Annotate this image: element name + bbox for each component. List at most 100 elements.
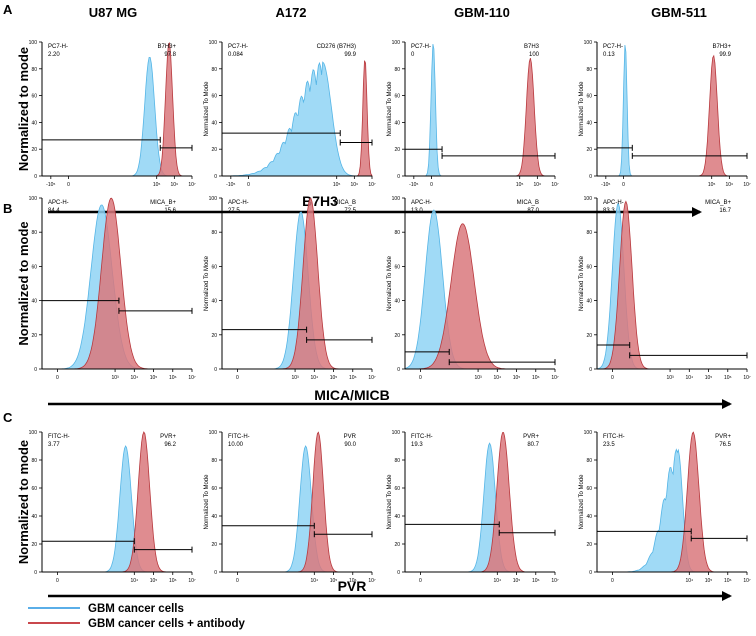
column-headers: U87 MG A172 GBM-110 GBM-511 <box>89 5 707 20</box>
histogram-plot: Normalized To Mode 0 20 40 60 80 100 -10⁵ 0 10⁵ 10… <box>579 40 751 188</box>
gate-positive-name: CD276 (B7H3) <box>317 44 356 50</box>
y-tick-label: 80 <box>394 67 400 73</box>
x-tick-label: 10⁶ <box>171 182 179 188</box>
y-tick-label: 100 <box>209 40 218 46</box>
y-tick-label: 20 <box>31 542 37 548</box>
x-tick-label: 10⁴ <box>130 578 138 584</box>
y-tick-label: 80 <box>211 458 217 464</box>
x-tick-label: 10⁵ <box>516 182 524 188</box>
y-tick-label: 20 <box>586 147 592 153</box>
y-tick-label: 60 <box>31 486 37 492</box>
y-tick-label: 80 <box>31 67 37 73</box>
y-tick-label: 40 <box>31 120 37 126</box>
gate-positive-percent: 90.0 <box>344 442 356 448</box>
gate-positive-percent: 99.9 <box>344 52 356 58</box>
y-tick-label: 100 <box>209 430 218 436</box>
x-tick-label: 10⁷ <box>551 578 559 584</box>
gate-negative-name: APC-H- <box>603 200 624 206</box>
histogram-plot: Normalized To Mode 0 20 40 60 80 100 0 10⁴ 10⁵ 10⁶… <box>204 430 376 584</box>
gate-positive-percent: 96.2 <box>164 442 176 448</box>
y-tick-label: 40 <box>394 120 400 126</box>
y-tick-label: 100 <box>584 430 593 436</box>
histogram-control <box>405 442 555 573</box>
x-tick-label: -10⁵ <box>409 182 418 188</box>
x-tick-label: 0 <box>419 578 422 584</box>
gate-positive-percent: 16.7 <box>719 208 731 214</box>
gate-positive-percent: 100 <box>529 52 540 58</box>
y-tick-label: 40 <box>31 299 37 305</box>
x-tick-label: 10⁵ <box>330 375 338 381</box>
x-tick-label: 10⁴ <box>685 578 693 584</box>
gate-positive-percent: 15.6 <box>164 208 176 214</box>
panel-letter: B <box>3 201 12 216</box>
gate-positive-name: B7H3+ <box>712 44 731 50</box>
gate-negative-name: APC-H- <box>48 200 69 206</box>
x-tick-label: 10⁴ <box>130 375 138 381</box>
x-tick-label: 10⁶ <box>351 182 359 188</box>
histogram-antibody <box>597 54 747 177</box>
gate-positive-percent: 76.5 <box>719 442 731 448</box>
gate-positive-percent: 72.5 <box>344 208 356 214</box>
y-tick-label: 0 <box>589 174 592 180</box>
gate-negative-name: PC7-H- <box>228 44 248 50</box>
y-axis-label: Normalized To Mode <box>579 255 585 311</box>
gate-positive-percent: 97.8 <box>164 52 176 58</box>
histogram-plot: Normalized to mode 0 20 40 60 80 100 0 10³ 10⁴ 10⁵… <box>16 196 196 381</box>
gate-negative-percent: 19.3 <box>411 442 423 448</box>
x-tick-label: 10³ <box>291 375 299 381</box>
x-tick-label: 10⁵ <box>330 578 338 584</box>
x-tick-label: 10⁵ <box>705 375 713 381</box>
x-tick-label: 10⁷ <box>368 375 376 381</box>
gate-negative-percent: 0.13 <box>603 52 615 58</box>
y-tick-label: 20 <box>394 147 400 153</box>
histogram-control <box>222 61 372 177</box>
y-tick-label: 40 <box>211 514 217 520</box>
gate-negative-percent: 3.77 <box>48 442 60 448</box>
x-tick-label: 0 <box>67 182 70 188</box>
gate-positive-name: B7H3+ <box>157 44 176 50</box>
x-tick-label: -10⁵ <box>46 182 55 188</box>
y-tick-label: 80 <box>586 458 592 464</box>
x-tick-label: 10⁶ <box>724 375 732 381</box>
y-tick-label: 60 <box>586 264 592 270</box>
legend-label-antibody: GBM cancer cells + antibody <box>88 618 246 630</box>
header-cell-line: U87 MG <box>89 5 137 20</box>
gate-negative-name: APC-H- <box>411 200 432 206</box>
x-tick-label: 10⁷ <box>188 182 196 188</box>
y-tick-label: 60 <box>586 486 592 492</box>
gate-negative-percent: 0.084 <box>228 52 244 58</box>
gate-negative-name: FITC-H- <box>228 434 250 440</box>
histogram-control <box>597 448 747 573</box>
header-cell-line: A172 <box>275 5 306 20</box>
x-tick-label: 10⁵ <box>513 578 521 584</box>
legend: GBM cancer cells GBM cancer cells + anti… <box>28 603 246 630</box>
y-tick-label: 20 <box>394 333 400 339</box>
gate-negative-name: FITC-H- <box>603 434 625 440</box>
gate-positive-name: MICA_B+ <box>150 200 176 206</box>
x-tick-label: 10⁶ <box>532 578 540 584</box>
y-tick-label: 0 <box>589 570 592 576</box>
y-axis-label: Normalized to mode <box>16 440 31 564</box>
y-tick-label: 40 <box>394 514 400 520</box>
gate-negative-name: FITC-H- <box>48 434 70 440</box>
histogram-plot: Normalized To Mode 0 20 40 60 80 100 0 10⁴ 10⁵ 10⁶… <box>579 430 751 584</box>
x-tick-label: 10⁵ <box>513 375 521 381</box>
histogram-antibody <box>42 197 192 370</box>
gate-positive-name: MICA_B+ <box>705 200 731 206</box>
x-tick-label: 10⁵ <box>708 182 716 188</box>
y-tick-label: 100 <box>392 196 401 202</box>
y-tick-label: 0 <box>397 174 400 180</box>
y-tick-label: 80 <box>394 230 400 236</box>
y-axis-label: Normalized to mode <box>16 221 31 345</box>
y-tick-label: 20 <box>586 333 592 339</box>
y-tick-label: 40 <box>31 514 37 520</box>
histogram-plot: Normalized To Mode 0 20 40 60 80 100 0 10³ 10⁴ 10⁵… <box>204 196 376 381</box>
x-tick-label: 10⁶ <box>169 578 177 584</box>
gate-positive-name: PVR+ <box>523 434 539 440</box>
gate-negative-percent: 13.0 <box>411 208 423 214</box>
y-tick-label: 20 <box>211 542 217 548</box>
histogram-plot: Normalized To Mode 0 20 40 60 80 100 -10⁵ 0 10⁵ 10… <box>387 40 559 188</box>
y-tick-label: 60 <box>211 486 217 492</box>
